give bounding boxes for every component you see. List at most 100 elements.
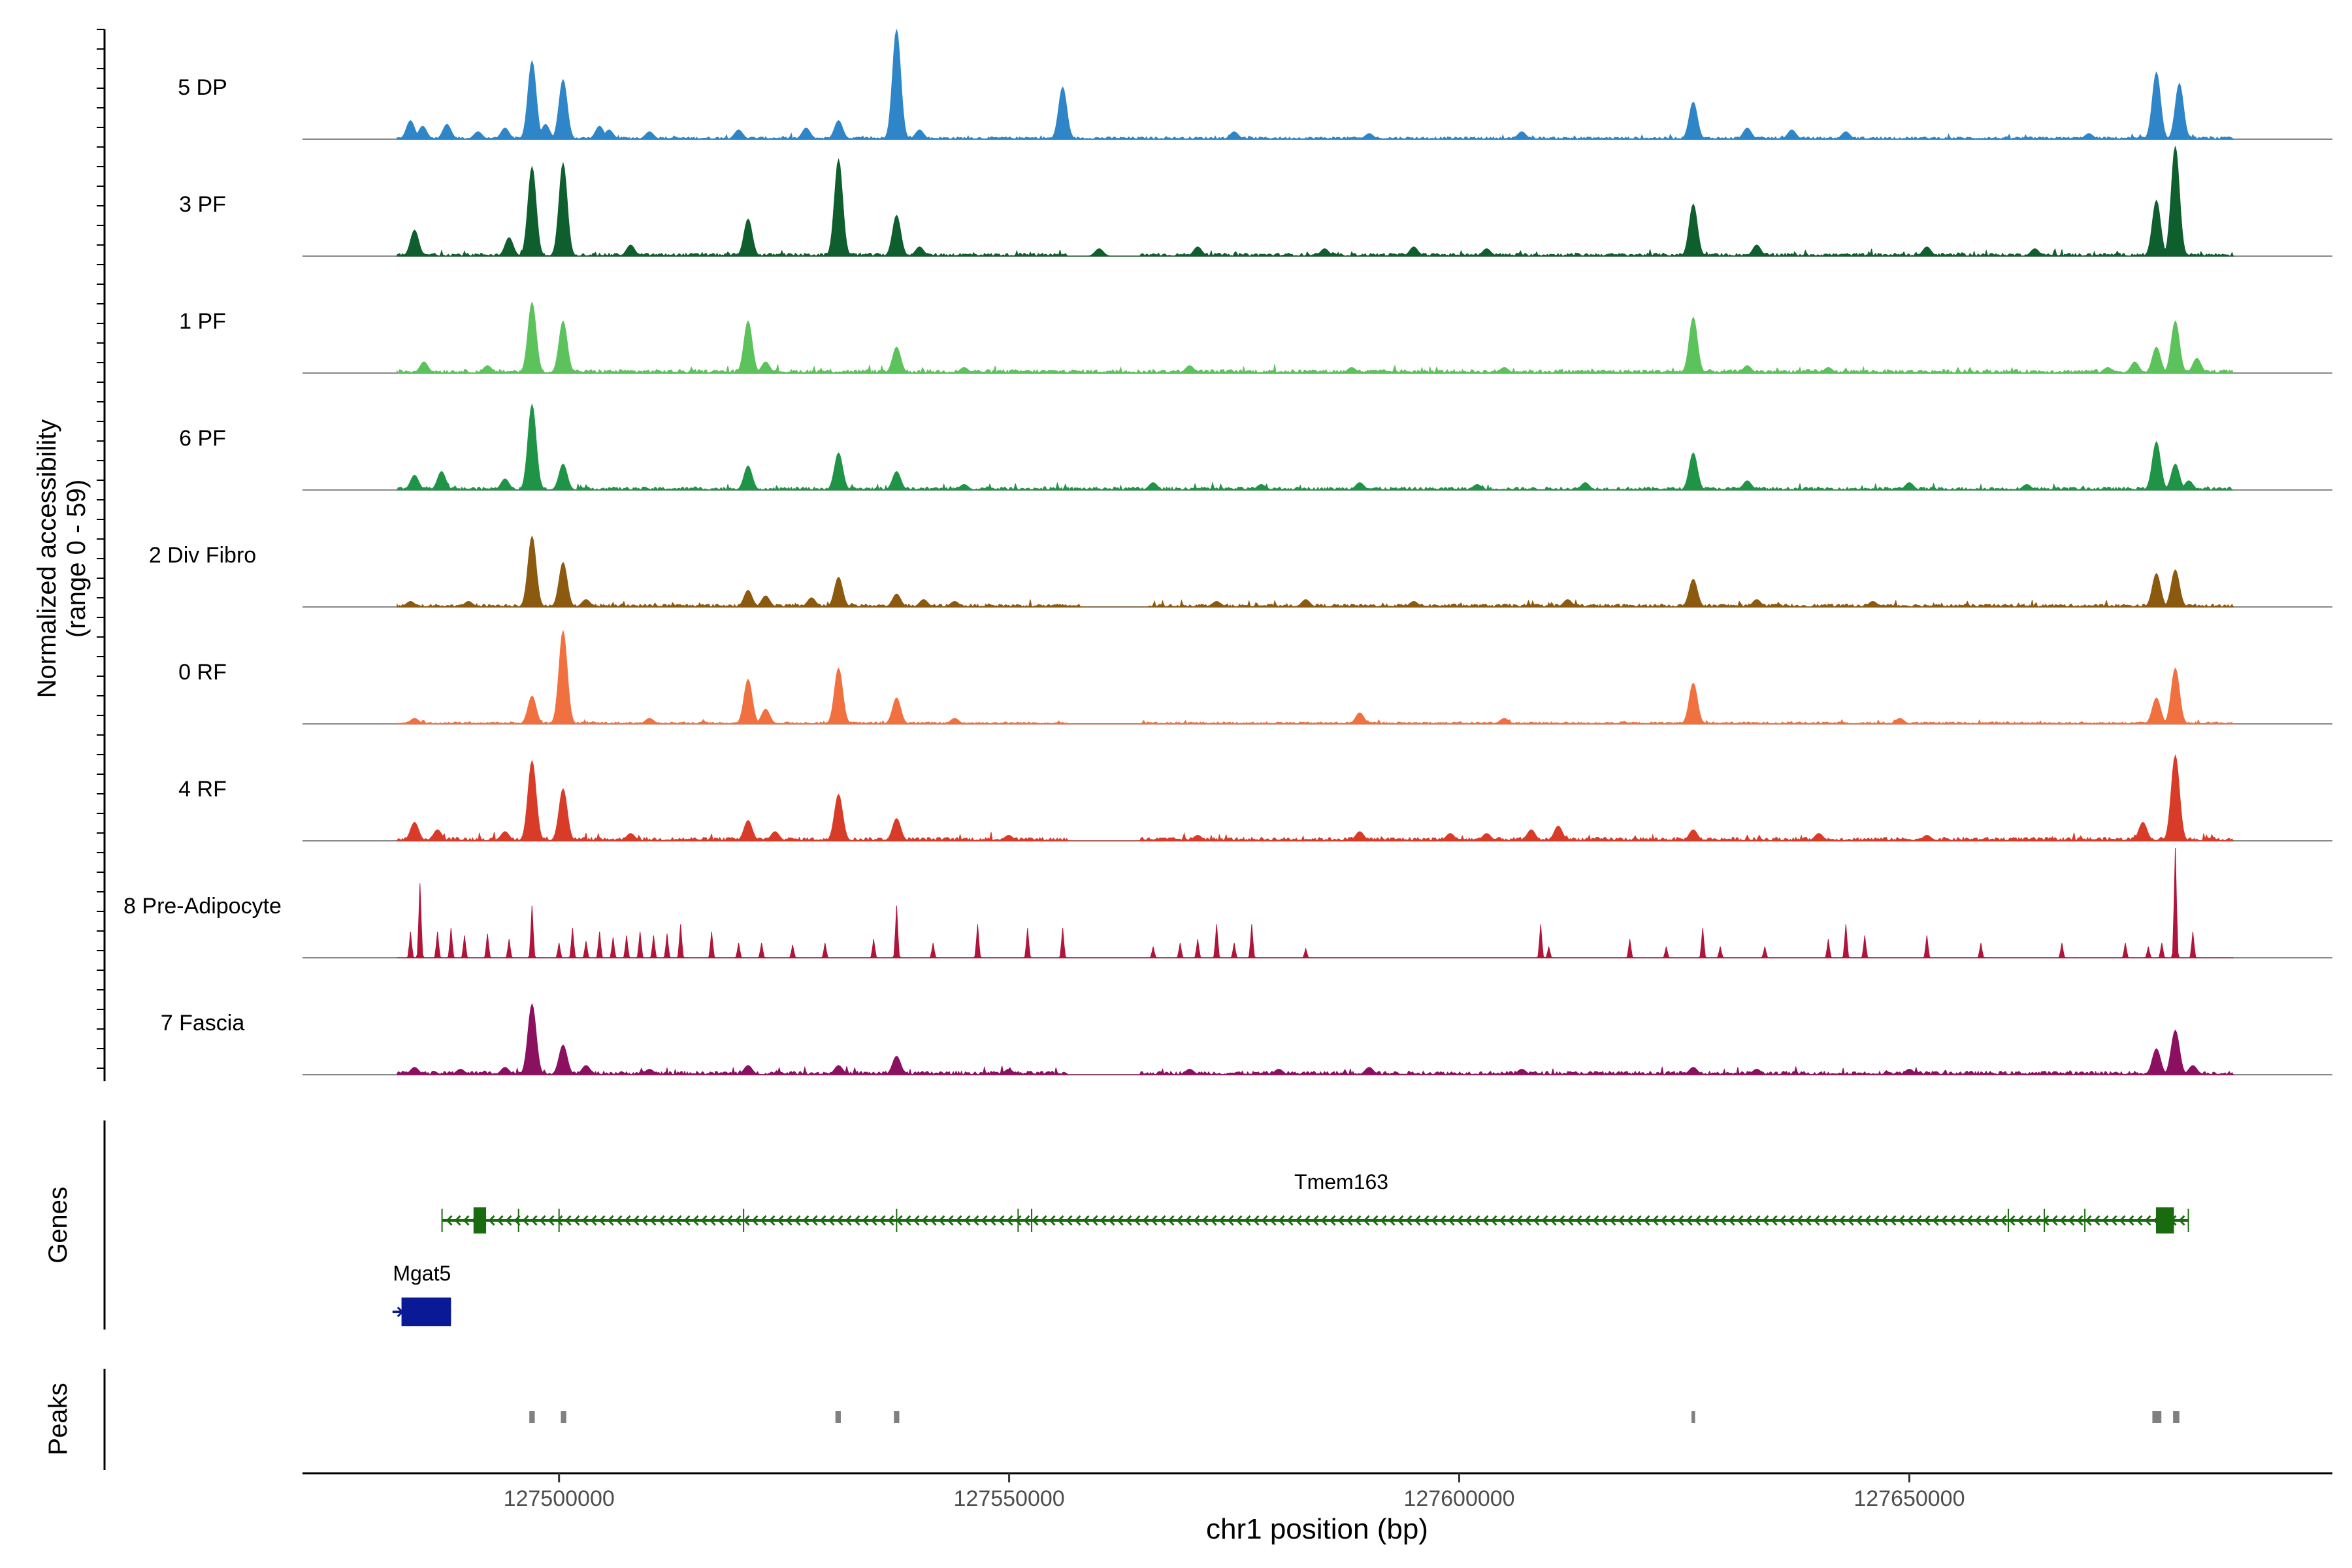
track-7: 4 RF [178,754,2332,842]
strand-chevron [1652,1215,1659,1226]
track-label: 8 Pre-Adipocyte [123,894,282,919]
strand-chevron [2000,1215,2007,1226]
peak-region [561,1411,566,1423]
strand-chevron [2034,1215,2041,1226]
track-coverage-area [397,1003,2234,1076]
strand-chevron [1872,1215,1880,1226]
strand-chevron [1193,1215,1200,1226]
x-tick-label: 127550000 [954,1486,1065,1511]
strand-chevron [2025,1215,2033,1226]
strand-chevron [1083,1215,1090,1226]
strand-chevron [1957,1215,1965,1226]
peak-track [529,1411,2180,1423]
strand-chevron [1473,1215,1480,1226]
strand-chevron [1142,1215,1149,1226]
track-label: 3 PF [179,192,226,217]
strand-chevron [1592,1215,1599,1226]
track-label: 5 DP [178,75,227,100]
strand-chevron [1762,1215,1769,1226]
strand-chevron [853,1215,860,1226]
strand-chevron [1720,1215,1727,1226]
strand-chevron [1635,1215,1642,1226]
strand-chevron [870,1215,877,1226]
strand-chevron [1915,1215,1922,1226]
strand-chevron [692,1215,699,1226]
strand-chevron [539,1215,546,1226]
strand-chevron [734,1215,742,1226]
strand-chevron [1380,1215,1387,1226]
strand-chevron [1397,1215,1404,1226]
gene-name-label: Tmem163 [1294,1170,1388,1194]
strand-chevron [1838,1215,1846,1226]
track-coverage-area [397,535,2234,608]
strand-chevron [1363,1215,1370,1226]
strand-chevron [556,1215,563,1226]
strand-chevron [836,1215,843,1226]
strand-chevron [1796,1215,1803,1226]
strand-chevron [1261,1215,1268,1226]
strand-chevron [981,1215,988,1226]
strand-chevron [921,1215,928,1226]
track-label: 7 Fascia [161,1011,245,1036]
gene-mgat5: Mgat5 [392,1262,451,1326]
x-axis-title: chr1 position (bp) [1206,1513,1428,1545]
strand-chevron [2085,1215,2092,1226]
strand-chevron [1821,1215,1829,1226]
gene-track: Tmem163 Mgat5 [392,1170,2189,1326]
strand-chevron [1991,1215,1999,1226]
peak-region [894,1411,900,1423]
strand-chevron [1414,1215,1421,1226]
strand-chevron [2059,1215,2066,1226]
track-coverage-area [397,29,2234,140]
strand-chevron [1244,1215,1251,1226]
strand-chevron [998,1215,1005,1226]
strand-chevron [1337,1215,1345,1226]
strand-chevron [1125,1215,1132,1226]
strand-chevron [1184,1215,1192,1226]
strand-chevron [1159,1215,1166,1226]
genes-label-group: Genes [44,1186,73,1264]
strand-chevron [1813,1215,1820,1226]
strand-chevron [1354,1215,1362,1226]
strand-chevron [531,1215,538,1226]
strand-chevron [683,1215,691,1226]
strand-chevron [1898,1215,1905,1226]
strand-chevron [1346,1215,1353,1226]
strand-chevron [1830,1215,1837,1226]
strand-chevron [904,1215,911,1226]
strand-chevron [709,1215,716,1226]
strand-chevron [972,1215,979,1226]
strand-chevron [1201,1215,1209,1226]
strand-chevron [879,1215,886,1226]
strand-chevron [1066,1215,1073,1226]
track-8: 8 Pre-Adipocyte [123,847,2332,958]
strand-chevron [1906,1215,1914,1226]
strand-chevron [1151,1215,1158,1226]
strand-chevron [505,1215,512,1226]
strand-chevron [1040,1215,1047,1226]
strand-chevron [564,1215,572,1226]
x-tick-label: 127600000 [1403,1486,1514,1511]
strand-chevron [1932,1215,1939,1226]
track-label: 1 PF [179,309,226,334]
strand-chevron [666,1215,674,1226]
strand-chevron [1728,1215,1735,1226]
strand-chevron [760,1215,767,1226]
strand-chevron [845,1215,852,1226]
coverage-y-ticks [97,29,105,1069]
y-axis-title: Normalized accessibility [33,419,61,698]
track-4: 6 PF [179,403,2332,491]
strand-chevron [598,1215,606,1226]
strand-chevron [1431,1215,1438,1226]
strand-chevron [463,1215,470,1226]
strand-chevron [1210,1215,1217,1226]
strand-chevron [1227,1215,1234,1226]
track-3: 1 PF [179,301,2332,374]
gene-exon [2155,1207,2174,1233]
track-1: 5 DP [178,29,2332,140]
strand-chevron [1983,1215,1990,1226]
track-5: 2 Div Fibro [149,535,2332,608]
strand-chevron [2136,1215,2143,1226]
strand-chevron [828,1215,835,1226]
peak-region [835,1411,841,1423]
